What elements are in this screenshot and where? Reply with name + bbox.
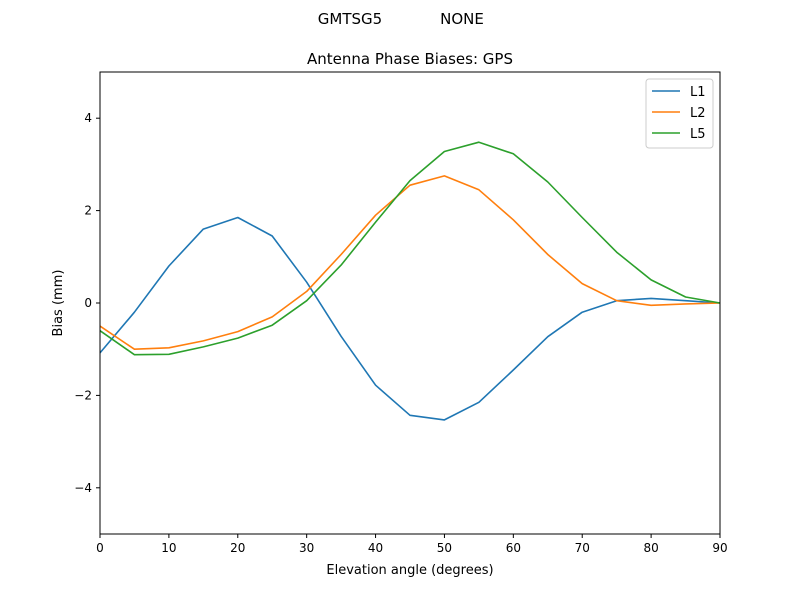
y-tick-label: 4 bbox=[84, 111, 92, 125]
legend-box bbox=[645, 78, 714, 149]
series-line-l1 bbox=[99, 216, 721, 421]
y-axis-label: Bias (mm) bbox=[51, 270, 66, 337]
y-tick-label: 2 bbox=[84, 204, 92, 218]
legend-label-l1: L1 bbox=[690, 85, 706, 100]
series-line-l5 bbox=[99, 141, 721, 356]
x-tick-label: 50 bbox=[437, 541, 452, 555]
x-tick-label: 70 bbox=[575, 541, 590, 555]
legend-label-l2: L2 bbox=[690, 106, 706, 121]
suptitle-antenna: GMTSG5 bbox=[318, 10, 382, 28]
x-tick-label: 40 bbox=[368, 541, 383, 555]
series-lines bbox=[99, 141, 721, 421]
x-tick-label: 0 bbox=[96, 541, 104, 555]
suptitle-radome: NONE bbox=[440, 10, 484, 28]
x-tick-label: 30 bbox=[299, 541, 314, 555]
y-tick-label: −2 bbox=[74, 388, 92, 402]
x-tick-label: 60 bbox=[506, 541, 521, 555]
plot-frame bbox=[99, 71, 721, 535]
x-tick-label: 20 bbox=[230, 541, 245, 555]
series-line-l2 bbox=[99, 175, 721, 351]
y-tick-label: 0 bbox=[84, 296, 92, 310]
y-tick-label: −4 bbox=[74, 481, 92, 495]
x-tick-label: 80 bbox=[643, 541, 658, 555]
legend: L1 L2 L5 bbox=[645, 78, 714, 149]
y-axis-ticks: −4 −2 0 2 4 bbox=[74, 111, 100, 495]
x-axis-label: Elevation angle (degrees) bbox=[326, 563, 493, 578]
chart-title: Antenna Phase Biases: GPS bbox=[307, 50, 513, 68]
x-tick-label: 90 bbox=[712, 541, 727, 555]
x-tick-label: 10 bbox=[161, 541, 176, 555]
legend-label-l5: L5 bbox=[690, 127, 706, 142]
x-axis-ticks: 0 10 20 30 40 50 60 70 80 90 bbox=[96, 534, 728, 555]
